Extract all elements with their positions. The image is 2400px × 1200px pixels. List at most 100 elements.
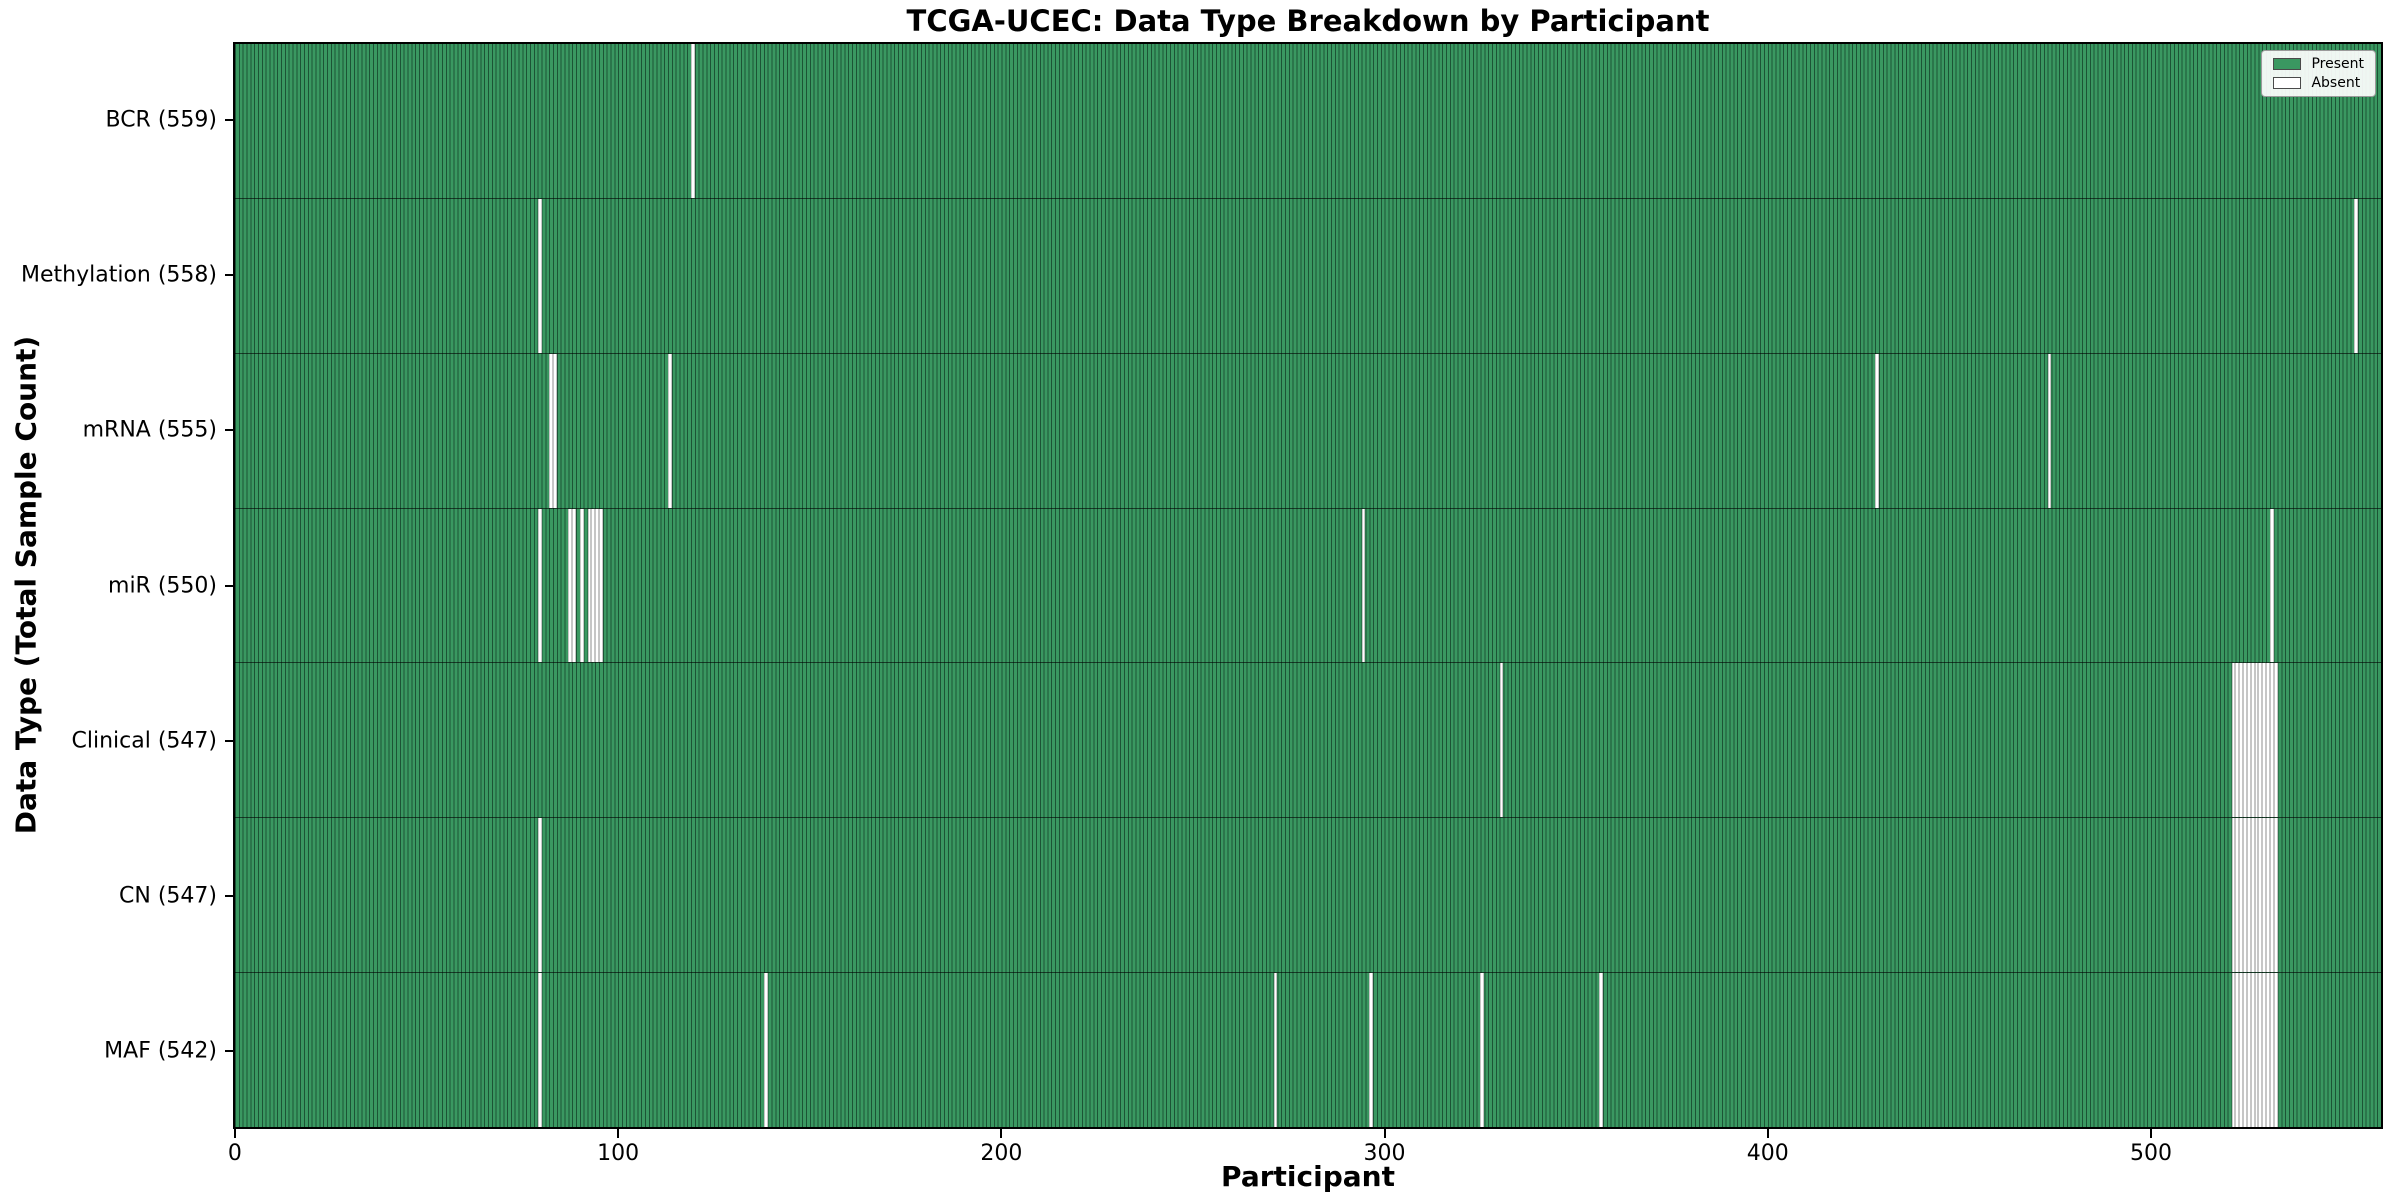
x-tick-mark — [1000, 1129, 1003, 1138]
x-tick-label: 0 — [227, 1141, 242, 1166]
x-tick-mark — [1766, 1129, 1769, 1138]
absent-bar — [2246, 973, 2251, 1128]
absent-bar — [2262, 973, 2267, 1128]
y-tick-label: CN (547) — [119, 883, 217, 909]
absent-bar — [1361, 508, 1366, 663]
x-tick-label: 300 — [1363, 1141, 1406, 1166]
legend-label-absent: Absent — [2311, 75, 2361, 91]
absent-bar — [572, 508, 577, 663]
y-tick-label: mRNA (555) — [82, 417, 217, 443]
x-tick-mark — [2149, 1129, 2152, 1138]
absent-bar — [2047, 353, 2052, 508]
absent-bar — [591, 508, 596, 663]
plot-area: Present Absent — [233, 42, 2383, 1129]
absent-bar — [2262, 663, 2267, 818]
absent-bar — [2250, 973, 2255, 1128]
y-tick-label: BCR (559) — [105, 107, 217, 133]
heatmap-row-maf — [235, 972, 2381, 1128]
absent-bar — [1273, 973, 1278, 1128]
absent-bar — [568, 508, 573, 663]
absent-bar — [2231, 818, 2236, 973]
absent-bar — [2246, 663, 2251, 818]
legend-swatch-present — [2273, 58, 2302, 70]
absent-bar — [2269, 818, 2274, 973]
y-tick-label: MAF (542) — [104, 1038, 217, 1064]
absent-bar — [2235, 818, 2240, 973]
absent-bar — [2239, 663, 2244, 818]
absent-bar — [587, 508, 592, 663]
absent-bar — [537, 973, 542, 1128]
absent-bar — [2231, 663, 2236, 818]
legend-item-present: Present — [2273, 57, 2364, 71]
absent-bar — [2269, 663, 2274, 818]
absent-bar — [553, 353, 557, 508]
absent-bar — [2258, 818, 2263, 973]
y-axis-ticks: BCR (559) Methylation (558) mRNA (555) miR … — [0, 0, 233, 1200]
legend-swatch-absent — [2273, 77, 2302, 89]
absent-bar — [595, 508, 600, 663]
absent-bar — [537, 198, 542, 353]
y-tick-mark — [225, 739, 233, 742]
x-tick-mark — [1383, 1129, 1386, 1138]
absent-bar — [2266, 818, 2270, 973]
absent-bar — [1599, 973, 1604, 1128]
y-tick-mark — [225, 118, 233, 121]
absent-bar — [2269, 508, 2274, 663]
absent-bar — [1875, 353, 1879, 508]
absent-bar — [2243, 818, 2247, 973]
y-tick-label: Methylation (558) — [21, 262, 217, 288]
legend-item-absent: Absent — [2273, 76, 2364, 90]
absent-bar — [2273, 663, 2278, 818]
absent-bar — [2266, 973, 2270, 1128]
absent-bar — [599, 508, 603, 663]
absent-bar — [549, 353, 554, 508]
absent-bar — [2273, 973, 2278, 1128]
y-tick-mark — [225, 429, 233, 432]
absent-bar — [2250, 663, 2255, 818]
absent-bar — [2250, 818, 2255, 973]
absent-bar — [537, 818, 542, 973]
x-axis-label: Participant — [1221, 1160, 1395, 1193]
heatmap-row-methylation — [235, 197, 2381, 353]
heatmap-row-cn — [235, 817, 2381, 973]
absent-bar — [2258, 663, 2263, 818]
absent-bar — [763, 973, 768, 1128]
legend: Present Absent — [2261, 50, 2376, 97]
x-tick-mark — [617, 1129, 620, 1138]
absent-bar — [2239, 973, 2244, 1128]
absent-bar — [2269, 973, 2274, 1128]
absent-bar — [2235, 973, 2240, 1128]
absent-bar — [1499, 663, 1504, 818]
y-tick-mark — [225, 584, 233, 587]
absent-bar — [2266, 663, 2270, 818]
heatmap-row-clinical — [235, 662, 2381, 818]
absent-bar — [2235, 663, 2240, 818]
absent-bar — [2262, 818, 2267, 973]
heatmap-rows — [235, 44, 2381, 1128]
y-tick-label: miR (550) — [108, 573, 217, 598]
absent-bar — [2354, 198, 2358, 353]
x-tick-label: 400 — [1746, 1141, 1789, 1166]
absent-bar — [537, 508, 542, 663]
x-tick-mark — [233, 1129, 236, 1138]
absent-bar — [2254, 663, 2259, 818]
absent-bar — [2239, 818, 2244, 973]
absent-bar — [2243, 663, 2247, 818]
absent-bar — [1480, 973, 1485, 1128]
absent-bar — [2254, 973, 2259, 1128]
absent-bar — [2254, 818, 2259, 973]
heatmap-row-mrna — [235, 352, 2381, 508]
x-tick-label: 200 — [980, 1141, 1023, 1166]
absent-bar — [1369, 973, 1374, 1128]
x-tick-label: 500 — [2129, 1141, 2172, 1166]
absent-bar — [2246, 818, 2251, 973]
absent-bar — [691, 44, 695, 198]
absent-bar — [2258, 973, 2263, 1128]
y-tick-mark — [225, 1050, 233, 1053]
absent-bar — [579, 508, 584, 663]
y-tick-mark — [225, 273, 233, 276]
y-tick-label: Clinical (547) — [71, 728, 217, 754]
heatmap-row-mir — [235, 507, 2381, 663]
y-tick-mark — [225, 895, 233, 898]
